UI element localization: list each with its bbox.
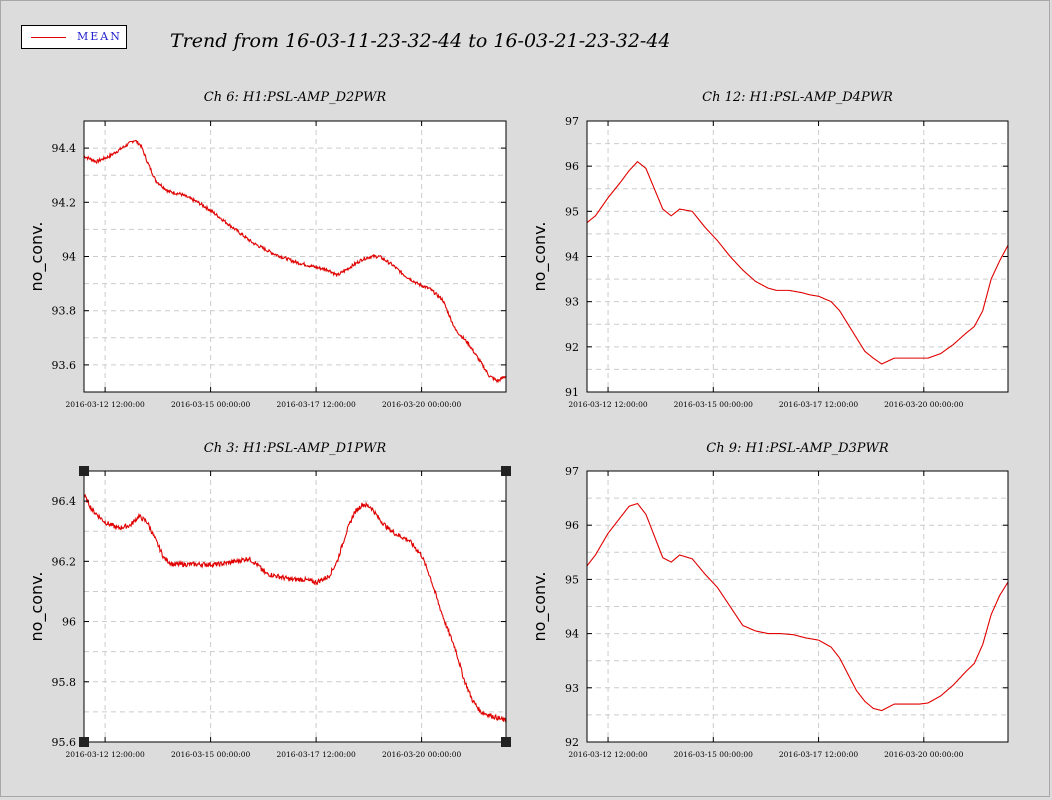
y-tick-label: 95.8 [52, 676, 77, 689]
y-tick-label: 96.2 [52, 555, 77, 568]
legend: MEAN [21, 25, 127, 49]
plot-4: 92 93 94 95 96 97 2016-03-12 12:00:00 2016-03-1… [530, 441, 1009, 759]
y-tick-label: 97 [565, 115, 579, 128]
plot-border [83, 470, 507, 743]
plot-2: 91 92 93 94 95 96 97 2016-03-12 12:00:00 2016-03… [530, 90, 1009, 409]
selection-handle[interactable] [501, 737, 511, 747]
x-tick-label: 2016-03-15 00:00:00 [171, 400, 251, 409]
plot-area [84, 471, 506, 742]
plot-title: Ch 9: H1:PSL-AMP_D3PWR [706, 441, 889, 456]
series-line [83, 493, 507, 723]
series-line [586, 502, 1009, 712]
y-tick-label: 96 [565, 519, 579, 532]
y-tick-label: 95 [565, 205, 579, 218]
y-tick-label: 93 [565, 682, 579, 695]
x-tick-label: 2016-03-17 12:00:00 [779, 750, 859, 759]
y-tick-label: 95 [565, 573, 579, 586]
selection-handle[interactable] [79, 737, 89, 747]
y-tick-label: 93.6 [52, 359, 77, 372]
y-tick-label: 93.8 [52, 305, 77, 318]
y-tick-label: 96.4 [52, 495, 77, 508]
y-axis-label: no_conv. [27, 222, 47, 292]
plot-1: 93.6 93.8 94 94.2 94.4 2016-03-12 12:00:00 201… [27, 90, 507, 409]
y-tick-label: 92 [565, 736, 579, 749]
plot-title: Ch 3: H1:PSL-AMP_D1PWR [204, 441, 387, 456]
y-axis-label: no_conv. [530, 222, 550, 292]
y-tick-label: 94 [565, 251, 579, 264]
plot-title: Ch 6: H1:PSL-AMP_D2PWR [204, 90, 387, 105]
y-tick-label: 94.2 [52, 196, 77, 209]
y-tick-label: 94 [62, 251, 76, 264]
x-tick-label: 2016-03-12 12:00:00 [65, 750, 145, 759]
x-tick-label: 2016-03-12 12:00:00 [568, 750, 648, 759]
x-tick-label: 2016-03-15 00:00:00 [171, 750, 251, 759]
y-tick-label: 97 [565, 465, 579, 478]
y-tick-label: 96 [62, 616, 76, 629]
x-tick-label: 2016-03-20 00:00:00 [382, 400, 462, 409]
x-tick-label: 2016-03-15 00:00:00 [674, 400, 754, 409]
x-tick-label: 2016-03-15 00:00:00 [674, 750, 754, 759]
x-tick-label: 2016-03-17 12:00:00 [276, 750, 356, 759]
y-tick-label: 94.4 [52, 142, 77, 155]
y-axis-label: no_conv. [530, 572, 550, 642]
plot-border [586, 470, 1009, 743]
x-tick-label: 2016-03-20 00:00:00 [884, 750, 964, 759]
y-tick-label: 94 [565, 628, 579, 641]
x-tick-label: 2016-03-20 00:00:00 [884, 400, 964, 409]
y-tick-label: 91 [565, 386, 579, 399]
x-tick-label: 2016-03-12 12:00:00 [65, 400, 145, 409]
selection-handle[interactable] [501, 466, 511, 476]
plot-3: 95.6 95.8 96 96.2 96.4 2016-03-12 12:00:00 201… [27, 441, 511, 759]
legend-swatch [31, 37, 66, 38]
legend-label: MEAN [77, 30, 122, 43]
y-tick-label: 92 [565, 341, 579, 354]
y-tick-label: 95.6 [52, 736, 77, 749]
main-title: Trend from 16-03-11-23-32-44 to 16-03-21… [170, 30, 671, 52]
y-axis-label: no_conv. [27, 572, 47, 642]
x-tick-label: 2016-03-12 12:00:00 [568, 400, 648, 409]
x-tick-label: 2016-03-20 00:00:00 [382, 750, 462, 759]
plot-title: Ch 12: H1:PSL-AMP_D4PWR [702, 90, 893, 105]
y-tick-label: 96 [565, 160, 579, 173]
x-tick-label: 2016-03-17 12:00:00 [276, 400, 356, 409]
x-tick-label: 2016-03-17 12:00:00 [779, 400, 859, 409]
y-tick-label: 93 [565, 296, 579, 309]
series-line [586, 160, 1009, 365]
series-line [83, 139, 507, 384]
selection-handle[interactable] [79, 466, 89, 476]
